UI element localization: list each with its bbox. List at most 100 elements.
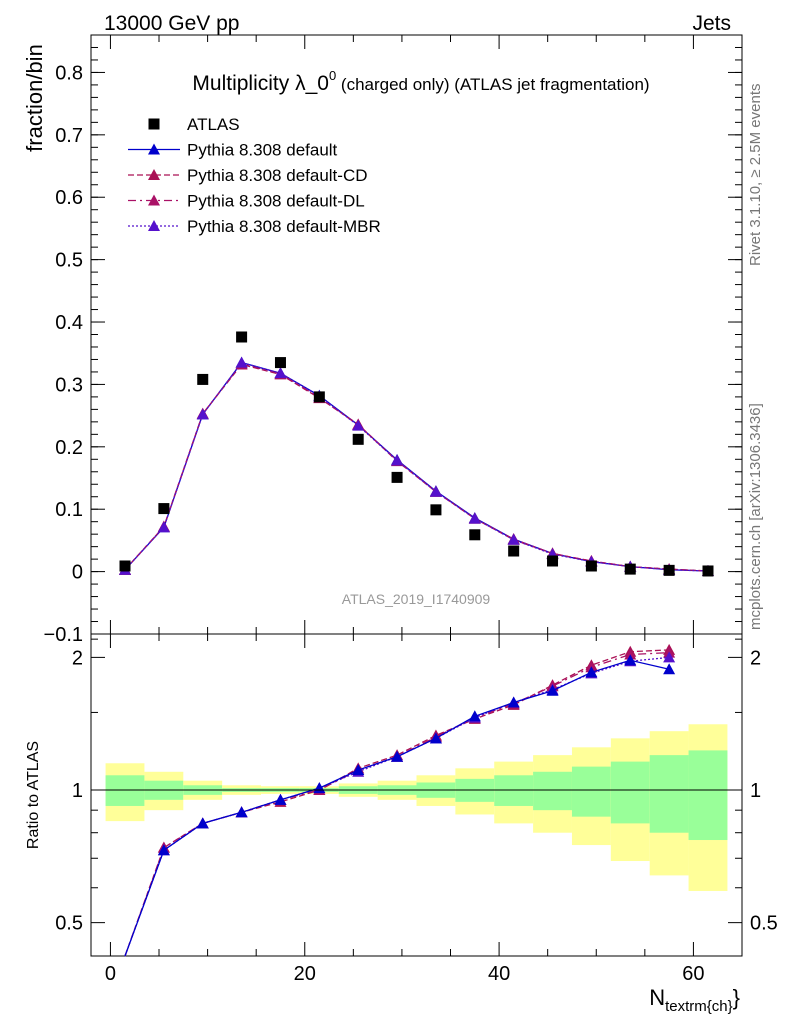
analysis-id-watermark: ATLAS_2019_I1740909 xyxy=(342,591,491,607)
data-point-atlas xyxy=(702,565,714,577)
ratio-uncertainty-bands xyxy=(105,724,728,891)
data-point-atlas xyxy=(352,433,364,445)
band-green-bin xyxy=(494,775,534,806)
ratio-marker-default xyxy=(235,806,248,818)
series-marker-mbr xyxy=(274,367,287,379)
chart-title-superscript: 0 xyxy=(329,68,336,83)
x-axis-label-main: N xyxy=(649,985,665,1010)
x-tick-label: 60 xyxy=(682,963,704,985)
series-line-dl xyxy=(124,363,709,572)
mcplots-label: mcplots.cern.ch [arXiv:1306.3436] xyxy=(747,403,764,630)
data-point-atlas xyxy=(624,563,636,575)
ratio-tick-label-right: 1 xyxy=(750,780,761,802)
series-marker-mbr xyxy=(196,408,209,420)
main-series-layer xyxy=(119,331,714,577)
series-marker-mbr xyxy=(391,454,404,466)
ratio-marker-default xyxy=(157,844,170,856)
legend-label-default: Pythia 8.308 default xyxy=(187,141,338,160)
ratio-marker-default xyxy=(196,817,209,829)
legend-label-data: ATLAS xyxy=(187,115,240,134)
data-point-atlas xyxy=(158,503,170,515)
chart-title-main: Multiplicity λ_0 xyxy=(192,72,329,95)
ratio-marker-default xyxy=(585,666,598,678)
y-tick-label: 0.2 xyxy=(55,437,83,459)
band-green-bin xyxy=(688,750,728,841)
legend-marker-data xyxy=(148,118,160,130)
ratio-marker-default xyxy=(546,684,559,696)
legend-marker-default xyxy=(148,143,160,155)
chart-title-rest: (charged only) (ATLAS jet fragmentation) xyxy=(336,75,649,94)
data-point-atlas xyxy=(508,545,520,557)
ratio-marker-default xyxy=(507,696,520,708)
ratio-plot-frame xyxy=(90,633,743,957)
x-tick-label: 40 xyxy=(488,963,510,985)
data-point-atlas xyxy=(585,560,597,572)
axis-ticks: −0.100.10.20.30.40.50.60.70.80 20 40 600.5 0… xyxy=(44,35,778,985)
x-axis-label-brace: } xyxy=(733,985,740,1010)
x-tick-label: 0 xyxy=(105,963,116,985)
data-point-atlas xyxy=(391,471,403,483)
data-point-atlas xyxy=(274,357,286,369)
ratio-tick-label: 1 xyxy=(72,780,83,802)
band-green-bin xyxy=(571,766,611,817)
ratio-tick-label: 2 xyxy=(72,647,83,669)
data-point-atlas xyxy=(663,564,675,576)
series-marker-mbr xyxy=(468,512,481,524)
legend: ATLAS Pythia 8.308 default Pythia 8.308 de… xyxy=(128,115,381,236)
data-point-atlas xyxy=(469,529,481,541)
series-marker-mbr xyxy=(235,356,248,368)
series-marker-mbr xyxy=(352,419,365,431)
legend-label-cd: Pythia 8.308 default-CD xyxy=(187,166,368,185)
chart-title: Multiplicity λ_00 (charged only) (ATLAS … xyxy=(192,68,649,95)
band-green-bin xyxy=(649,755,689,833)
main-y-axis-label: fraction/bin xyxy=(22,44,47,152)
legend-label-mbr: Pythia 8.308 default-MBR xyxy=(187,217,381,236)
y-tick-label: 0.5 xyxy=(55,250,83,272)
band-green-bin xyxy=(533,771,572,811)
rivet-version-label: Rivet 3.1.10, ≥ 2.5M events xyxy=(747,84,764,267)
y-tick-label: −0.1 xyxy=(44,624,83,646)
series-marker-mbr xyxy=(157,521,170,533)
ratio-marker-default xyxy=(429,732,442,744)
y-tick-label: 0 xyxy=(72,562,83,584)
data-point-atlas xyxy=(313,391,325,403)
data-point-atlas xyxy=(547,555,559,567)
y-tick-label: 0.6 xyxy=(55,187,83,209)
ratio-marker-default xyxy=(274,793,287,805)
y-tick-label: 0.1 xyxy=(55,499,83,521)
y-tick-label: 0.8 xyxy=(55,62,83,84)
header-left-label: 13000 GeV pp xyxy=(104,12,239,35)
data-point-atlas xyxy=(430,504,442,516)
legend-marker-mbr xyxy=(148,220,160,231)
ratio-marker-default xyxy=(663,663,676,675)
data-point-atlas xyxy=(236,331,248,343)
band-green-bin xyxy=(610,761,650,824)
series-marker-mbr xyxy=(429,485,442,497)
ratio-marker-default xyxy=(624,654,637,666)
y-tick-label: 0.7 xyxy=(55,125,83,147)
x-axis-label: Ntextrm{ch}} xyxy=(649,985,740,1015)
data-point-atlas xyxy=(197,373,209,385)
legend-marker-cd xyxy=(148,169,160,180)
series-line-mbr xyxy=(124,361,709,572)
ratio-marker-default xyxy=(352,764,365,776)
ratio-tick-label-right: 2 xyxy=(750,647,761,669)
band-green-bin xyxy=(105,775,145,806)
ratio-tick-label-right: 0.5 xyxy=(750,913,778,935)
ratio-tick-label: 0.5 xyxy=(55,913,83,935)
y-tick-label: 0.3 xyxy=(55,374,83,396)
series-marker-mbr xyxy=(507,533,520,545)
data-point-atlas xyxy=(119,560,131,572)
series-line-default xyxy=(124,361,709,572)
legend-marker-dl xyxy=(148,194,160,206)
x-tick-label: 20 xyxy=(294,963,316,985)
legend-label-dl: Pythia 8.308 default-DL xyxy=(187,192,365,211)
series-line-cd xyxy=(124,363,709,572)
ratio-marker-default xyxy=(468,710,481,722)
x-axis-label-subscript: textrm{ch} xyxy=(665,998,733,1015)
ratio-marker-mbr xyxy=(663,651,676,663)
ratio-y-axis-label: Ratio to ATLAS xyxy=(25,741,42,849)
ratio-marker-default xyxy=(391,750,404,762)
header-right-label: Jets xyxy=(692,12,731,35)
